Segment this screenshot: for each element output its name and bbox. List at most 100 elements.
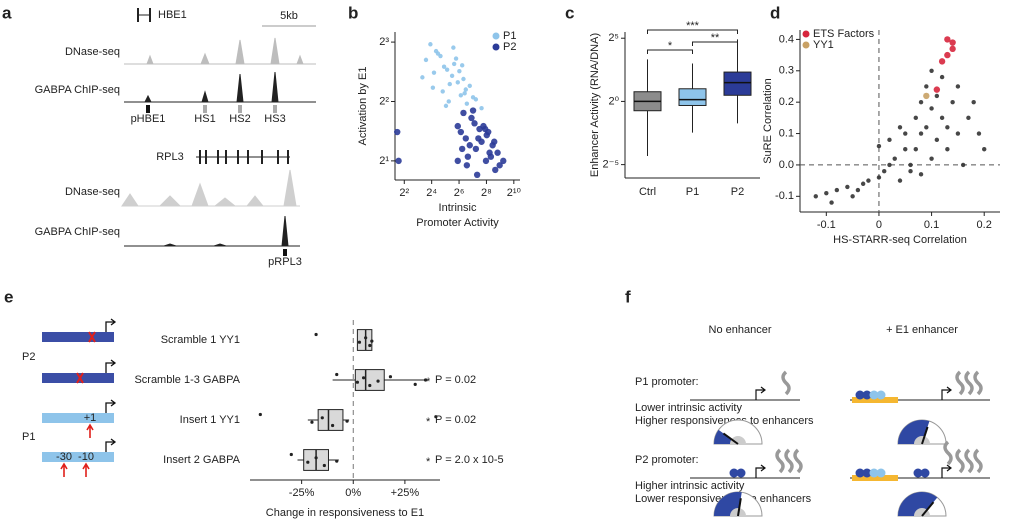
point [423, 57, 429, 63]
gene-model-exon [205, 150, 207, 164]
point [487, 153, 495, 160]
tf [855, 390, 865, 400]
point [464, 101, 470, 106]
legend-label: ETS Factors [813, 28, 875, 40]
tss-arrow [941, 464, 952, 478]
site-label: HS2 [229, 113, 250, 125]
x-tick-label: 2² [399, 187, 409, 199]
x-tick-label: 0.1 [924, 219, 939, 231]
point [929, 68, 934, 73]
gauge-needle [921, 426, 929, 445]
point [982, 147, 987, 152]
site-mark [203, 105, 207, 113]
point [463, 162, 471, 169]
gene-model-exon [277, 150, 279, 164]
promoter-bar [42, 373, 114, 383]
point [361, 376, 366, 380]
point [430, 85, 436, 90]
point [955, 131, 961, 136]
point [440, 89, 445, 94]
site-mark [238, 105, 242, 113]
row-title: P1 promoter: [635, 376, 699, 388]
gauge-needle [921, 501, 935, 517]
transcript [943, 440, 953, 466]
point [913, 147, 918, 152]
enhancer [852, 475, 898, 481]
transcript [973, 370, 983, 396]
chip-track [124, 71, 316, 103]
point [394, 128, 401, 136]
promoter-bar [42, 413, 114, 423]
annotation-marker: * [426, 456, 431, 468]
gene-name: RPL3 [156, 151, 184, 163]
point [500, 157, 507, 165]
sig-label: *** [686, 20, 700, 32]
point [468, 114, 475, 122]
point [976, 131, 982, 136]
point [473, 171, 481, 179]
group-label: P1 [22, 431, 35, 443]
point [829, 200, 834, 205]
x-tick-label: -25% [289, 487, 315, 499]
point [479, 105, 484, 111]
point [370, 339, 374, 343]
transcript [781, 370, 791, 396]
point [457, 68, 462, 74]
annotation: P = 2.0 x 10-5 [435, 454, 504, 466]
tss-arrow [755, 386, 766, 400]
point [457, 128, 465, 136]
point [431, 70, 437, 75]
point [368, 383, 372, 388]
point [335, 459, 339, 463]
gene-model-exon [217, 150, 219, 164]
tf [920, 468, 930, 478]
point [444, 67, 450, 72]
tss-arrow [941, 386, 952, 400]
legend-marker [492, 32, 500, 40]
point [413, 382, 417, 386]
point [482, 157, 490, 165]
point [918, 172, 924, 177]
tf [876, 390, 886, 400]
annotation-marker: * [426, 376, 431, 388]
panel-label: c [565, 3, 574, 22]
point [903, 147, 908, 152]
tss-arrow [105, 399, 117, 413]
point [924, 125, 929, 130]
point [481, 125, 489, 133]
gene-model-exon [237, 150, 239, 164]
category-label: Scramble 1-3 GABPA [134, 374, 240, 386]
tf [729, 468, 739, 478]
annotation-marker: * [426, 416, 431, 428]
point [322, 463, 326, 468]
gene-model-exon [149, 8, 151, 22]
track-label: GABPA ChIP-seq [35, 226, 120, 238]
transcript [784, 448, 794, 474]
point [929, 106, 934, 111]
point [335, 372, 339, 377]
point [454, 157, 461, 165]
x-tick-label: 0 [876, 219, 882, 231]
scale-label: 5kb [280, 10, 298, 22]
panel-label: e [4, 287, 13, 306]
legend-marker [802, 41, 810, 49]
panel-label: b [348, 3, 358, 22]
y-tick-label: 0.2 [779, 96, 794, 108]
point [923, 92, 930, 100]
site-label: HS3 [264, 113, 285, 125]
point [258, 412, 262, 417]
x-tick-label: 2¹⁰ [507, 187, 522, 199]
y-axis-label: Activation by E1 [357, 67, 369, 146]
gauge-needle [722, 432, 739, 445]
column-title: + E1 enhancer [886, 324, 958, 336]
point [447, 81, 452, 87]
tss-arrow [755, 464, 766, 478]
transcript [775, 448, 785, 474]
y-tick-label: 2² [379, 95, 389, 107]
point [934, 137, 940, 143]
point [955, 84, 961, 89]
sig-bracket [647, 49, 693, 54]
enhancer [852, 397, 898, 403]
box [678, 88, 707, 106]
tf [876, 468, 886, 478]
